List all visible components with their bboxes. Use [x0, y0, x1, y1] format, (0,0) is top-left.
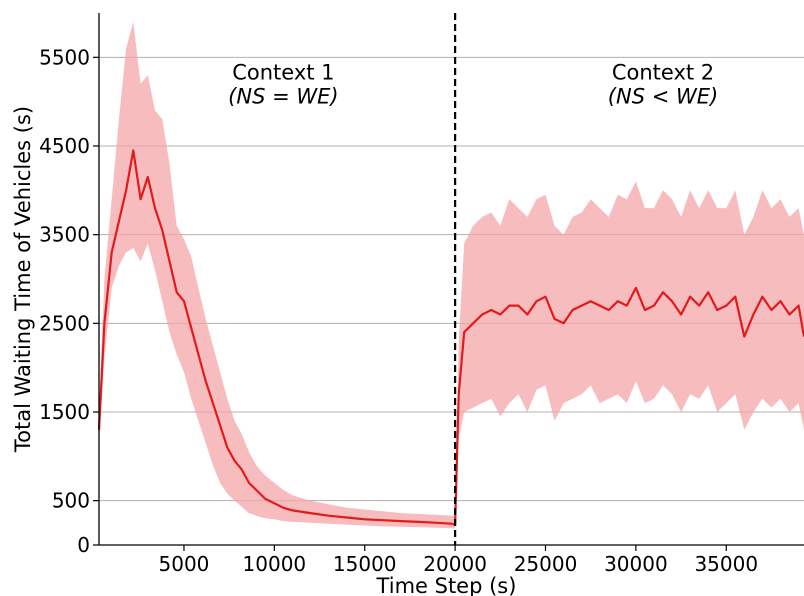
y-tick-label-1: 500: [52, 489, 90, 513]
series-line: [97, 149, 804, 526]
y-tick-label-4: 3500: [39, 223, 90, 247]
y-tick-label-5: 4500: [39, 134, 90, 158]
y-tick-label-2: 1500: [39, 400, 90, 424]
axes: [98, 13, 804, 546]
confidence-band: [99, 21, 804, 529]
y-axis-label: Total Waiting Time of Vehicles (s): [11, 106, 35, 453]
x-axis-label: Time Step (s): [376, 574, 517, 596]
annotation-condition-2: (NS < WE): [608, 85, 718, 109]
x-tick-label-0: 5000: [159, 552, 210, 576]
x-tick-label-6: 35000: [694, 552, 758, 576]
x-tick-label-1: 10000: [243, 552, 307, 576]
x-tick-label-2: 15000: [333, 552, 397, 576]
y-tick-label-3: 2500: [39, 311, 90, 335]
x-tick-label-3: 20000: [423, 552, 487, 576]
annotation-title-1: Context 1: [232, 61, 334, 85]
annotation-condition-1: (NS = WE): [228, 85, 338, 109]
x-ticks: 5000 10000 15000 20000 25000 30000 35000: [159, 545, 758, 576]
annotation-title-2: Context 2: [612, 61, 714, 85]
y-tick-label-6: 5500: [39, 45, 90, 69]
x-tick-label-5: 30000: [604, 552, 668, 576]
x-tick-label-4: 25000: [514, 552, 578, 576]
y-tick-label-0: 0: [77, 533, 90, 557]
annotations: Context 1(NS = WE) Context 2(NS < WE): [228, 61, 718, 109]
y-ticks: 0 500 1500 2500 3500 4500 5500: [39, 45, 99, 557]
